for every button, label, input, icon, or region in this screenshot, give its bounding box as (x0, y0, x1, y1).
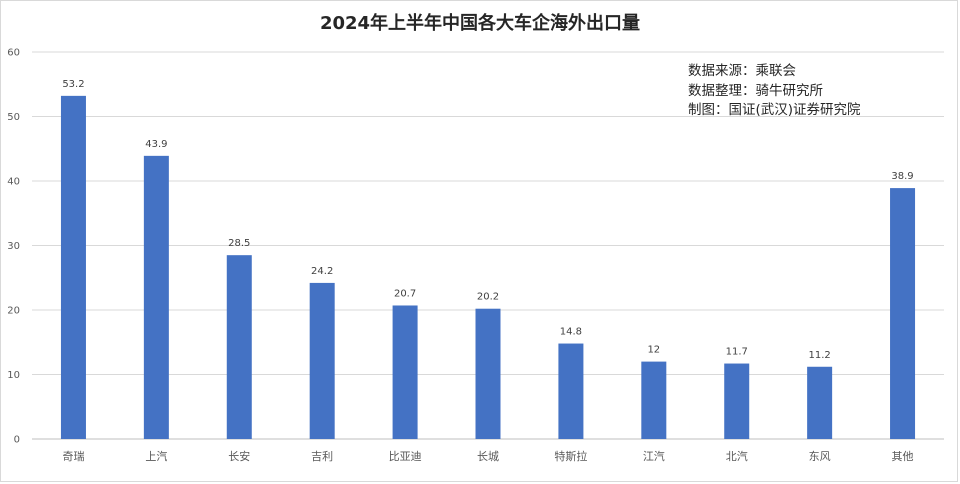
x-category-label: 北汽 (726, 449, 748, 463)
data-label: 38.9 (891, 171, 913, 182)
data-labels: 53.2 43.9 28.5 24.2 20.7 20.2 14.8 12 11.7 11.2 38… (62, 79, 913, 361)
bar (392, 305, 418, 439)
x-category-label: 长安 (228, 449, 250, 463)
y-tick-label: 40 (7, 177, 20, 188)
bar (226, 255, 252, 439)
source-notes: 数据来源：乘联会 数据整理：骑牛研究所 制图：国证(武汉)证券研究院 (688, 62, 861, 121)
x-category-label: 奇瑞 (62, 449, 84, 463)
y-axis-ticks: 0 10 20 30 40 50 60 (7, 48, 20, 446)
data-label: 20.2 (477, 292, 499, 303)
data-label: 11.2 (809, 350, 831, 361)
x-category-label: 其他 (892, 450, 914, 463)
y-tick-label: 30 (7, 241, 20, 252)
x-category-label: 江汽 (643, 449, 665, 463)
x-category-label: 东风 (809, 450, 831, 463)
y-tick-label: 10 (7, 370, 20, 381)
bar (60, 95, 86, 440)
x-category-label: 吉利 (311, 450, 333, 463)
bar (309, 282, 335, 439)
bar (143, 155, 169, 439)
bars (60, 95, 916, 440)
data-label: 12 (647, 345, 660, 356)
source-note-data-source: 数据来源：乘联会 (688, 63, 796, 79)
y-tick-label: 0 (14, 435, 20, 446)
data-label: 14.8 (560, 327, 582, 338)
data-label: 28.5 (228, 238, 250, 249)
data-label: 53.2 (62, 79, 84, 90)
bar (724, 363, 750, 439)
data-label: 11.7 (726, 347, 748, 358)
bar (807, 366, 833, 439)
x-axis-categories: 奇瑞 上汽 长安 吉利 比亚迪 长城 特斯拉 江汽 北汽 东风 其他 (62, 449, 913, 463)
source-note-data-compiler: 数据整理：骑牛研究所 (688, 82, 823, 99)
x-category-label: 特斯拉 (554, 449, 587, 463)
x-category-label: 长城 (477, 450, 499, 463)
data-label: 20.7 (394, 288, 416, 299)
source-note-chart-maker: 制图：国证(武汉)证券研究院 (688, 102, 861, 118)
bar (641, 361, 667, 439)
x-category-label: 比亚迪 (389, 450, 422, 463)
data-label: 43.9 (145, 139, 167, 150)
y-tick-label: 50 (7, 112, 20, 123)
data-label: 24.2 (311, 266, 333, 277)
chart-title: 2024年上半年中国各大车企海外出口量 (319, 13, 641, 34)
bar (475, 308, 501, 439)
y-tick-label: 20 (7, 306, 20, 317)
y-tick-label: 60 (7, 48, 20, 59)
x-category-label: 上汽 (145, 449, 167, 463)
bar (890, 188, 916, 439)
bar (558, 343, 584, 439)
